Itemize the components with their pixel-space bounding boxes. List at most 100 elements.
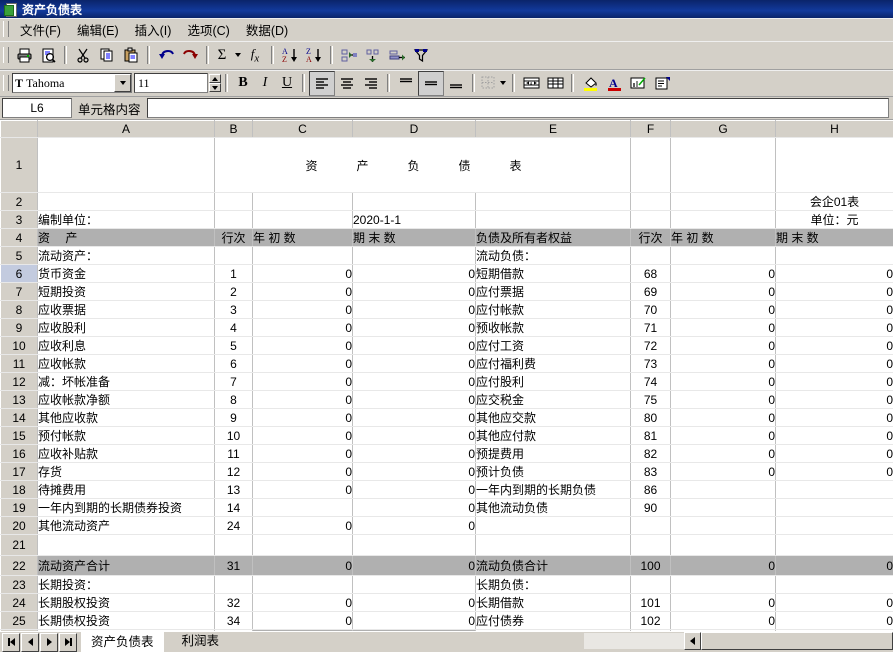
scroll-left-button[interactable] <box>684 632 701 650</box>
cell-d7[interactable]: 0 <box>352 282 476 301</box>
cell-a18[interactable]: 待摊费用 <box>37 480 215 499</box>
cell-a21[interactable] <box>37 534 215 556</box>
cell-g19[interactable] <box>670 498 776 517</box>
cell-c19[interactable] <box>252 498 353 517</box>
cell-report-title[interactable]: 资 产 负 债 表 <box>214 137 631 193</box>
insert-column-icon[interactable] <box>337 44 361 67</box>
sort-ascending-icon[interactable]: A Z <box>278 44 302 67</box>
cell-g17[interactable]: 0 <box>670 462 776 481</box>
cell-f7[interactable]: 69 <box>630 282 671 301</box>
cell-g14[interactable]: 0 <box>670 408 776 427</box>
cell-header-liability-begin[interactable]: 年 初 数 <box>670 228 776 247</box>
cell-d8[interactable]: 0 <box>352 300 476 319</box>
cell-reference-box[interactable]: L6 <box>2 98 72 118</box>
font-name-dropdown-icon[interactable] <box>114 74 131 92</box>
menu-item-insert[interactable]: 插入(I) <box>134 23 172 38</box>
cell-h9[interactable]: 0 <box>775 318 893 337</box>
cell-b7[interactable]: 2 <box>214 282 253 301</box>
cell-e17[interactable]: 预计负债 <box>475 462 631 481</box>
cell-f22[interactable]: 100 <box>630 555 671 576</box>
cell-g20[interactable] <box>670 516 776 535</box>
cell-b24[interactable]: 32 <box>214 593 253 612</box>
cell-g16[interactable]: 0 <box>670 444 776 463</box>
cell-prepared-by[interactable]: 编制单位： <box>37 210 215 229</box>
cell-a10[interactable]: 应收利息 <box>37 336 215 355</box>
row-header-7[interactable]: 7 <box>0 282 38 301</box>
cell-h20[interactable] <box>775 516 893 535</box>
cell-d11[interactable]: 0 <box>352 354 476 373</box>
scroll-track-left[interactable] <box>584 633 684 649</box>
bold-button[interactable]: B <box>238 75 248 90</box>
cell-g26[interactable]: 0 <box>670 629 776 631</box>
insert-row-icon[interactable] <box>361 44 385 67</box>
cell-header-asset-end[interactable]: 期 末 数 <box>352 228 476 247</box>
row-header-17[interactable]: 17 <box>0 462 38 481</box>
cell-b12[interactable]: 7 <box>214 372 253 391</box>
row-header-6[interactable]: 6 <box>0 264 38 283</box>
cell-h24[interactable]: 0 <box>775 593 893 612</box>
row-header-1[interactable]: 1 <box>0 137 38 193</box>
cell-f16[interactable]: 82 <box>630 444 671 463</box>
cell-f20[interactable] <box>630 516 671 535</box>
row-header-26[interactable]: 26 <box>0 629 38 631</box>
cell-g2[interactable] <box>670 192 776 211</box>
align-center-button[interactable] <box>335 72 359 95</box>
cell-d16[interactable]: 0 <box>352 444 476 463</box>
cell-b5[interactable] <box>214 246 253 265</box>
row-header-8[interactable]: 8 <box>0 300 38 319</box>
cell-f3[interactable] <box>630 210 671 229</box>
cell-b9[interactable]: 4 <box>214 318 253 337</box>
cell-g11[interactable]: 0 <box>670 354 776 373</box>
cell-c15[interactable]: 0 <box>252 426 353 445</box>
cell-d18[interactable]: 0 <box>352 480 476 499</box>
cell-h6[interactable]: 0 <box>775 264 893 283</box>
cell-c25[interactable]: 0 <box>252 611 353 630</box>
toolbar-grip[interactable] <box>3 47 9 63</box>
cell-c2[interactable] <box>252 192 353 211</box>
row-header-3[interactable]: 3 <box>0 210 38 229</box>
cell-c10[interactable]: 0 <box>252 336 353 355</box>
cell-e8[interactable]: 应付帐款 <box>475 300 631 319</box>
cell-h10[interactable]: 0 <box>775 336 893 355</box>
table-icon[interactable] <box>543 72 567 95</box>
cell-a7[interactable]: 短期投资 <box>37 282 215 301</box>
cell-c3[interactable] <box>252 210 353 229</box>
cell-b14[interactable]: 9 <box>214 408 253 427</box>
cell-h26[interactable]: 0 <box>775 629 893 631</box>
cell-c20[interactable]: 0 <box>252 516 353 535</box>
sheet-tab-balance-sheet[interactable]: 资产负债表 <box>81 632 164 652</box>
cell-d20[interactable]: 0 <box>352 516 476 535</box>
cell-g6[interactable]: 0 <box>670 264 776 283</box>
cell-h21[interactable] <box>775 534 893 556</box>
sort-descending-icon[interactable]: Z A <box>302 44 326 67</box>
cell-g22[interactable]: 0 <box>670 555 776 576</box>
column-header-f[interactable]: F <box>630 120 671 138</box>
cell-form-number[interactable]: 会企01表 <box>775 192 893 211</box>
cell-c13[interactable]: 0 <box>252 390 353 409</box>
cell-g10[interactable]: 0 <box>670 336 776 355</box>
row-header-21[interactable]: 21 <box>0 534 38 556</box>
cell-h11[interactable]: 0 <box>775 354 893 373</box>
formula-input[interactable] <box>146 98 889 118</box>
cell-b20[interactable]: 24 <box>214 516 253 535</box>
cell-h14[interactable]: 0 <box>775 408 893 427</box>
cell-g7[interactable]: 0 <box>670 282 776 301</box>
cell-g21[interactable] <box>670 534 776 556</box>
select-all-corner[interactable] <box>0 120 38 138</box>
cell-f6[interactable]: 68 <box>630 264 671 283</box>
cell-g13[interactable]: 0 <box>670 390 776 409</box>
cell-b25[interactable]: 34 <box>214 611 253 630</box>
row-header-18[interactable]: 18 <box>0 480 38 499</box>
cell-f5[interactable] <box>630 246 671 265</box>
cell-d2[interactable] <box>352 192 476 211</box>
row-header-24[interactable]: 24 <box>0 593 38 612</box>
cell-f21[interactable] <box>630 534 671 556</box>
cell-c11[interactable]: 0 <box>252 354 353 373</box>
row-header-2[interactable]: 2 <box>0 192 38 211</box>
cell-e16[interactable]: 预提费用 <box>475 444 631 463</box>
menu-grip[interactable] <box>3 21 9 37</box>
cell-b23[interactable] <box>214 575 253 594</box>
cell-f18[interactable]: 86 <box>630 480 671 499</box>
cell-unit[interactable]: 单位：元 <box>775 210 893 229</box>
cell-e15[interactable]: 其他应付款 <box>475 426 631 445</box>
